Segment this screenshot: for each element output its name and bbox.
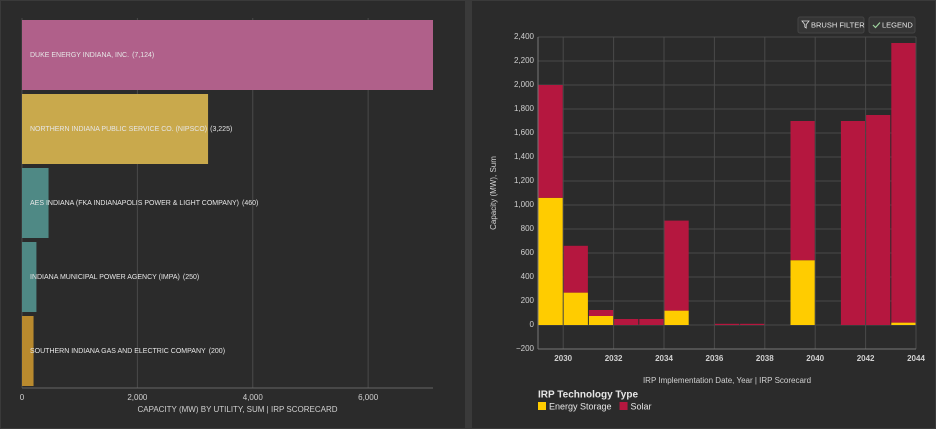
y-tick-label: 1,800 bbox=[514, 104, 535, 113]
bar bbox=[22, 94, 209, 164]
x-axis-title: IRP Implementation Date, Year | IRP Scor… bbox=[643, 376, 811, 385]
x-tick-label: 2036 bbox=[706, 354, 724, 363]
x-tick-label: 2038 bbox=[756, 354, 774, 363]
y-tick-label: −200 bbox=[516, 344, 535, 353]
y-tick-label: 1,600 bbox=[514, 128, 535, 137]
value-label: (250) bbox=[183, 274, 199, 281]
y-tick-label: 2,000 bbox=[514, 80, 535, 89]
legend-title: IRP Technology Type bbox=[538, 390, 638, 401]
bar-segment bbox=[664, 310, 689, 325]
bar bbox=[22, 20, 433, 90]
bar bbox=[22, 242, 37, 312]
bar-segment bbox=[740, 323, 765, 325]
x-tick-label: 2,000 bbox=[127, 393, 148, 402]
bar-segment bbox=[664, 220, 689, 311]
category-label: AES INDIANA (FKA INDIANAPOLIS POWER & LI… bbox=[30, 200, 239, 207]
x-tick-label: 2042 bbox=[857, 354, 875, 363]
filter-icon bbox=[801, 20, 810, 29]
bar-segment bbox=[538, 85, 563, 198]
bar-segment bbox=[563, 292, 588, 325]
x-tick-label: 2032 bbox=[605, 354, 623, 363]
bar-label: DUKE ENERGY INDIANA, INC. (7,124) bbox=[30, 52, 154, 59]
bar-label: NORTHERN INDIANA PUBLIC SERVICE CO. (NIP… bbox=[30, 126, 232, 133]
x-tick-label: 2030 bbox=[554, 354, 572, 363]
y-axis-title: Capacity (MW), Sum bbox=[489, 156, 498, 230]
bar-segment bbox=[714, 323, 740, 325]
bar-segment bbox=[891, 43, 916, 323]
bar-segment bbox=[790, 121, 815, 261]
bar-segment bbox=[614, 319, 639, 325]
bar-segment bbox=[538, 197, 563, 325]
y-tick-label: 1,200 bbox=[514, 176, 535, 185]
bar-segment bbox=[891, 322, 916, 325]
check-icon bbox=[872, 22, 881, 29]
bar-segment bbox=[563, 245, 588, 293]
x-tick-label: 2044 bbox=[907, 354, 925, 363]
value-label: (460) bbox=[242, 200, 258, 207]
button-label[interactable]: LEGEND bbox=[882, 20, 913, 29]
legend-swatch bbox=[538, 402, 546, 410]
button-label[interactable]: BRUSH FILTER bbox=[811, 20, 865, 29]
bar-segment bbox=[866, 115, 891, 325]
legend-swatch bbox=[619, 402, 628, 410]
bar-segment bbox=[840, 121, 866, 325]
category-label: NORTHERN INDIANA PUBLIC SERVICE CO. (NIP… bbox=[30, 126, 207, 133]
bar-label: AES INDIANA (FKA INDIANAPOLIS POWER & LI… bbox=[30, 200, 258, 207]
y-tick-label: 2,200 bbox=[514, 56, 535, 65]
x-axis-title: CAPACITY (MW) BY UTILITY, SUM | IRP SCOR… bbox=[137, 405, 337, 414]
x-tick-label: 4,000 bbox=[243, 393, 264, 402]
x-tick-label: 2034 bbox=[655, 354, 673, 363]
value-label: (7,124) bbox=[132, 52, 154, 59]
x-tick-label: 6,000 bbox=[358, 393, 379, 402]
bar-segment bbox=[639, 319, 664, 325]
button[interactable] bbox=[797, 16, 865, 34]
y-tick-label: 2,400 bbox=[514, 32, 535, 41]
x-tick-label: 2040 bbox=[806, 354, 824, 363]
bar-label: INDIANA MUNICIPAL POWER AGENCY (IMPA) (25… bbox=[30, 274, 199, 281]
category-label: INDIANA MUNICIPAL POWER AGENCY (IMPA) bbox=[30, 274, 180, 281]
bar-segment bbox=[588, 316, 614, 325]
button[interactable] bbox=[868, 16, 916, 34]
bar bbox=[22, 316, 34, 386]
y-tick-label: 200 bbox=[521, 296, 535, 305]
y-tick-label: 1,000 bbox=[514, 200, 535, 209]
bar-label: SOUTHERN INDIANA GAS AND ELECTRIC COMPAN… bbox=[30, 348, 225, 355]
y-tick-label: 0 bbox=[530, 320, 535, 329]
legend-label: Energy Storage bbox=[549, 401, 612, 411]
y-tick-label: 1,400 bbox=[514, 152, 535, 161]
category-label: SOUTHERN INDIANA GAS AND ELECTRIC COMPAN… bbox=[30, 348, 206, 355]
legend-label: Solar bbox=[631, 401, 652, 411]
bar-segment bbox=[588, 310, 614, 316]
bar-segment bbox=[790, 260, 815, 325]
value-label: (200) bbox=[209, 348, 225, 355]
y-tick-label: 400 bbox=[521, 272, 535, 281]
value-label: (3,225) bbox=[210, 126, 232, 133]
x-tick-label: 0 bbox=[20, 393, 25, 402]
category-label: DUKE ENERGY INDIANA, INC. bbox=[30, 52, 129, 59]
bar bbox=[22, 168, 49, 238]
y-tick-label: 600 bbox=[521, 248, 535, 257]
y-tick-label: 800 bbox=[521, 224, 535, 233]
